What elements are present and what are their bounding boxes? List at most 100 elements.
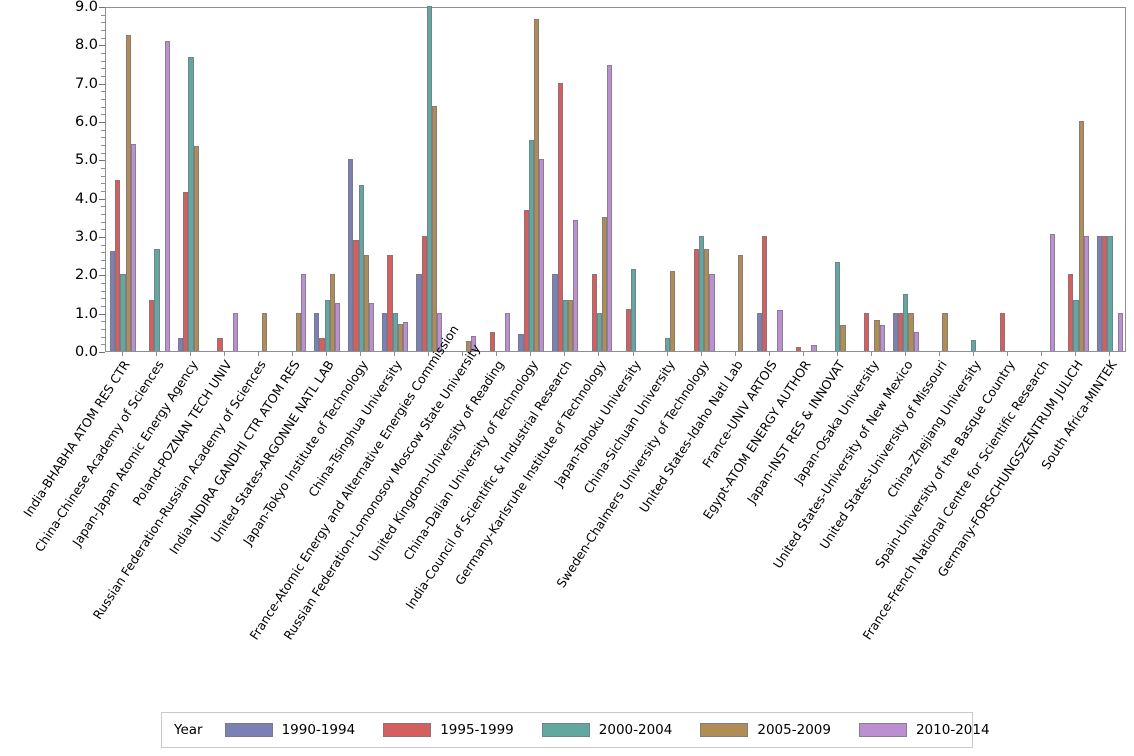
bar [335, 303, 341, 351]
bar [465, 341, 472, 351]
y-tick-minor-mark [101, 114, 105, 116]
legend-item[interactable]: 2005-2009 [700, 722, 831, 738]
bar [664, 338, 671, 351]
y-tick-minor-mark [101, 244, 105, 246]
x-tick-label: United States-University of Missouri [816, 357, 950, 552]
x-tick-mark [598, 352, 600, 356]
y-tick-label: 6.0 [74, 114, 98, 130]
plot-area [105, 6, 1126, 352]
x-tick-mark [292, 352, 294, 356]
x-tick-label: China-Dalian University of Technology [400, 357, 542, 563]
bar [363, 255, 370, 351]
bar [704, 248, 710, 351]
legend-color-swatch [858, 723, 907, 737]
y-tick-minor-mark [101, 53, 105, 54]
x-tick-label: Sweden-Chalmers University of Technology [552, 357, 712, 591]
legend-color-swatch [700, 723, 749, 737]
legend-item[interactable]: 1990-1994 [224, 722, 356, 738]
bar [178, 338, 184, 351]
y-tick-minor-mark [101, 30, 105, 31]
y-tick-mark [99, 313, 105, 315]
bar [557, 82, 563, 351]
bar [421, 236, 427, 351]
bar [369, 303, 375, 351]
y-tick-mark [99, 122, 105, 123]
bar [397, 324, 404, 351]
bar [874, 320, 880, 351]
legend-item[interactable]: 2000-2004 [541, 722, 673, 738]
bar [698, 236, 705, 351]
y-tick-minor-mark [101, 191, 105, 192]
bar [840, 325, 846, 351]
x-tick-label: United Kingdom-University of Reading [365, 357, 508, 565]
legend-item[interactable]: 2010-2014 [858, 722, 990, 738]
bar [505, 312, 511, 351]
y-tick-label: 4.0 [74, 190, 98, 207]
bar [630, 268, 637, 351]
legend-label: 1990-1994 [281, 722, 356, 738]
x-tick-label: Japan-INST RES & INNOVAT [743, 357, 848, 507]
bar [1107, 236, 1113, 351]
bars-layer [106, 6, 1125, 351]
bar [552, 274, 558, 351]
bar [1117, 312, 1123, 351]
x-tick-label: France-UNIV ARTOIS [698, 357, 780, 471]
bar [879, 325, 885, 351]
bar [573, 219, 579, 351]
bar [1000, 312, 1006, 351]
chart-legend: Year 1990-1994 1995-1999 2000-2004 2005-200… [161, 712, 990, 748]
legend-color-swatch [541, 723, 590, 737]
bar [1083, 236, 1089, 351]
bar [1096, 236, 1103, 351]
bar [416, 274, 422, 351]
y-tick-minor-mark [101, 129, 105, 131]
x-tick-label: Japan-Tokyo Institute of Technology [240, 357, 371, 548]
bar [523, 210, 529, 351]
bar [738, 255, 744, 351]
bar [431, 105, 438, 351]
bar [913, 331, 919, 351]
y-tick-label: 5.0 [74, 152, 98, 169]
x-tick-label: Spain-University of the Basque Country [871, 357, 1018, 571]
y-tick-minor-mark [101, 68, 105, 70]
legend-item[interactable]: 1995-1999 [383, 722, 514, 738]
x-tick-mark [326, 352, 328, 356]
y-tick-minor-mark [101, 60, 105, 62]
bar [149, 300, 155, 351]
y-tick-minor-mark [101, 267, 105, 269]
legend-title: Year [174, 722, 203, 738]
y-tick-minor-mark [101, 214, 105, 215]
x-tick-mark [1074, 352, 1076, 356]
y-tick-minor-mark [101, 290, 105, 292]
y-tick-minor-mark [101, 283, 105, 284]
bar [329, 274, 335, 351]
bar [353, 239, 359, 351]
x-tick-label: Egypt-ATOM ENERGY AUTHOR [699, 357, 814, 522]
y-tick-minor-mark [101, 221, 105, 223]
y-tick-minor-mark [101, 168, 105, 169]
x-tick-mark [734, 352, 736, 356]
bar [115, 179, 121, 351]
y-tick-mark [99, 83, 105, 85]
bar [295, 312, 301, 351]
x-tick-label: France-French National Centre for Scient… [859, 357, 1052, 643]
bar [387, 255, 393, 351]
x-tick-mark [496, 352, 498, 356]
bar [1049, 234, 1055, 351]
x-tick-label: United States-Idaho Natl Lab [635, 357, 746, 516]
x-tick-mark [1040, 352, 1042, 356]
bar [596, 312, 603, 351]
bar [811, 345, 817, 351]
y-tick-minor-mark [101, 37, 105, 39]
bar [562, 300, 569, 351]
legend-label: 2000-2004 [598, 722, 673, 738]
y-tick-minor-mark [101, 260, 105, 261]
x-tick-mark [224, 352, 226, 356]
x-tick-mark [258, 352, 260, 356]
legend-items: 1990-1994 1995-1999 2000-2004 2005-2009 2010… [224, 722, 1018, 738]
bar [518, 333, 524, 351]
x-tick-mark [768, 352, 770, 356]
y-tick-mark [99, 237, 105, 238]
x-tick-mark [836, 352, 838, 356]
y-tick-label: 7.0 [74, 75, 98, 92]
